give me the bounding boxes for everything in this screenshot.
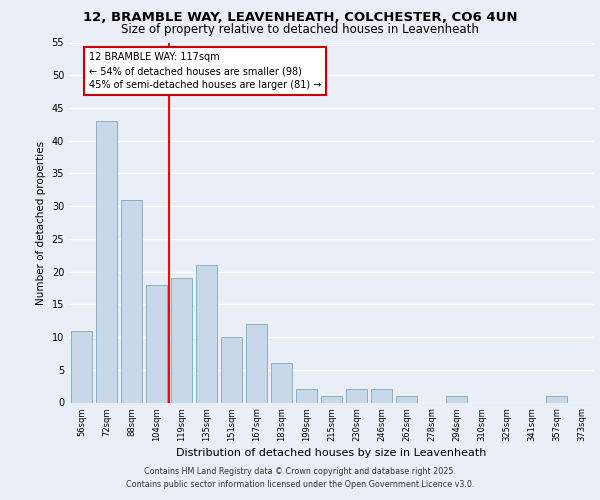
Bar <box>171 278 192 402</box>
Text: Contains HM Land Registry data © Crown copyright and database right 2025.: Contains HM Land Registry data © Crown c… <box>144 467 456 476</box>
Bar <box>446 396 467 402</box>
Bar <box>121 200 142 402</box>
Text: 12, BRAMBLE WAY, LEAVENHEATH, COLCHESTER, CO6 4UN: 12, BRAMBLE WAY, LEAVENHEATH, COLCHESTER… <box>83 11 517 24</box>
Bar <box>321 396 342 402</box>
Text: Size of property relative to detached houses in Leavenheath: Size of property relative to detached ho… <box>121 22 479 36</box>
Bar <box>146 284 167 403</box>
X-axis label: Distribution of detached houses by size in Leavenheath: Distribution of detached houses by size … <box>176 448 487 458</box>
Text: 12 BRAMBLE WAY: 117sqm
← 54% of detached houses are smaller (98)
45% of semi-det: 12 BRAMBLE WAY: 117sqm ← 54% of detached… <box>89 52 322 90</box>
Bar <box>71 330 92 402</box>
Bar <box>396 396 417 402</box>
Bar <box>221 337 242 402</box>
Text: Contains public sector information licensed under the Open Government Licence v3: Contains public sector information licen… <box>126 480 474 489</box>
Bar <box>246 324 267 402</box>
Bar <box>296 390 317 402</box>
Bar <box>546 396 567 402</box>
Bar <box>371 390 392 402</box>
Bar <box>346 390 367 402</box>
Y-axis label: Number of detached properties: Number of detached properties <box>36 140 46 304</box>
Bar <box>271 363 292 403</box>
Bar <box>196 265 217 402</box>
Bar <box>96 121 117 402</box>
